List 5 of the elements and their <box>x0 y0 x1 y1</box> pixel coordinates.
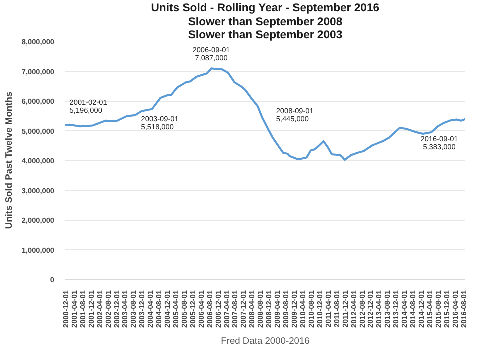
chart-title: Units Sold - Rolling Year - September 2016 <box>151 2 380 14</box>
x-axis-title: Fred Data 2000-2016 <box>221 336 310 346</box>
line-series <box>66 68 466 162</box>
y-axis-title: Units Sold Past Twelve Months <box>4 92 14 230</box>
chart-subtitle: Slower than September 2008 Slower than September 2003 <box>188 16 343 42</box>
